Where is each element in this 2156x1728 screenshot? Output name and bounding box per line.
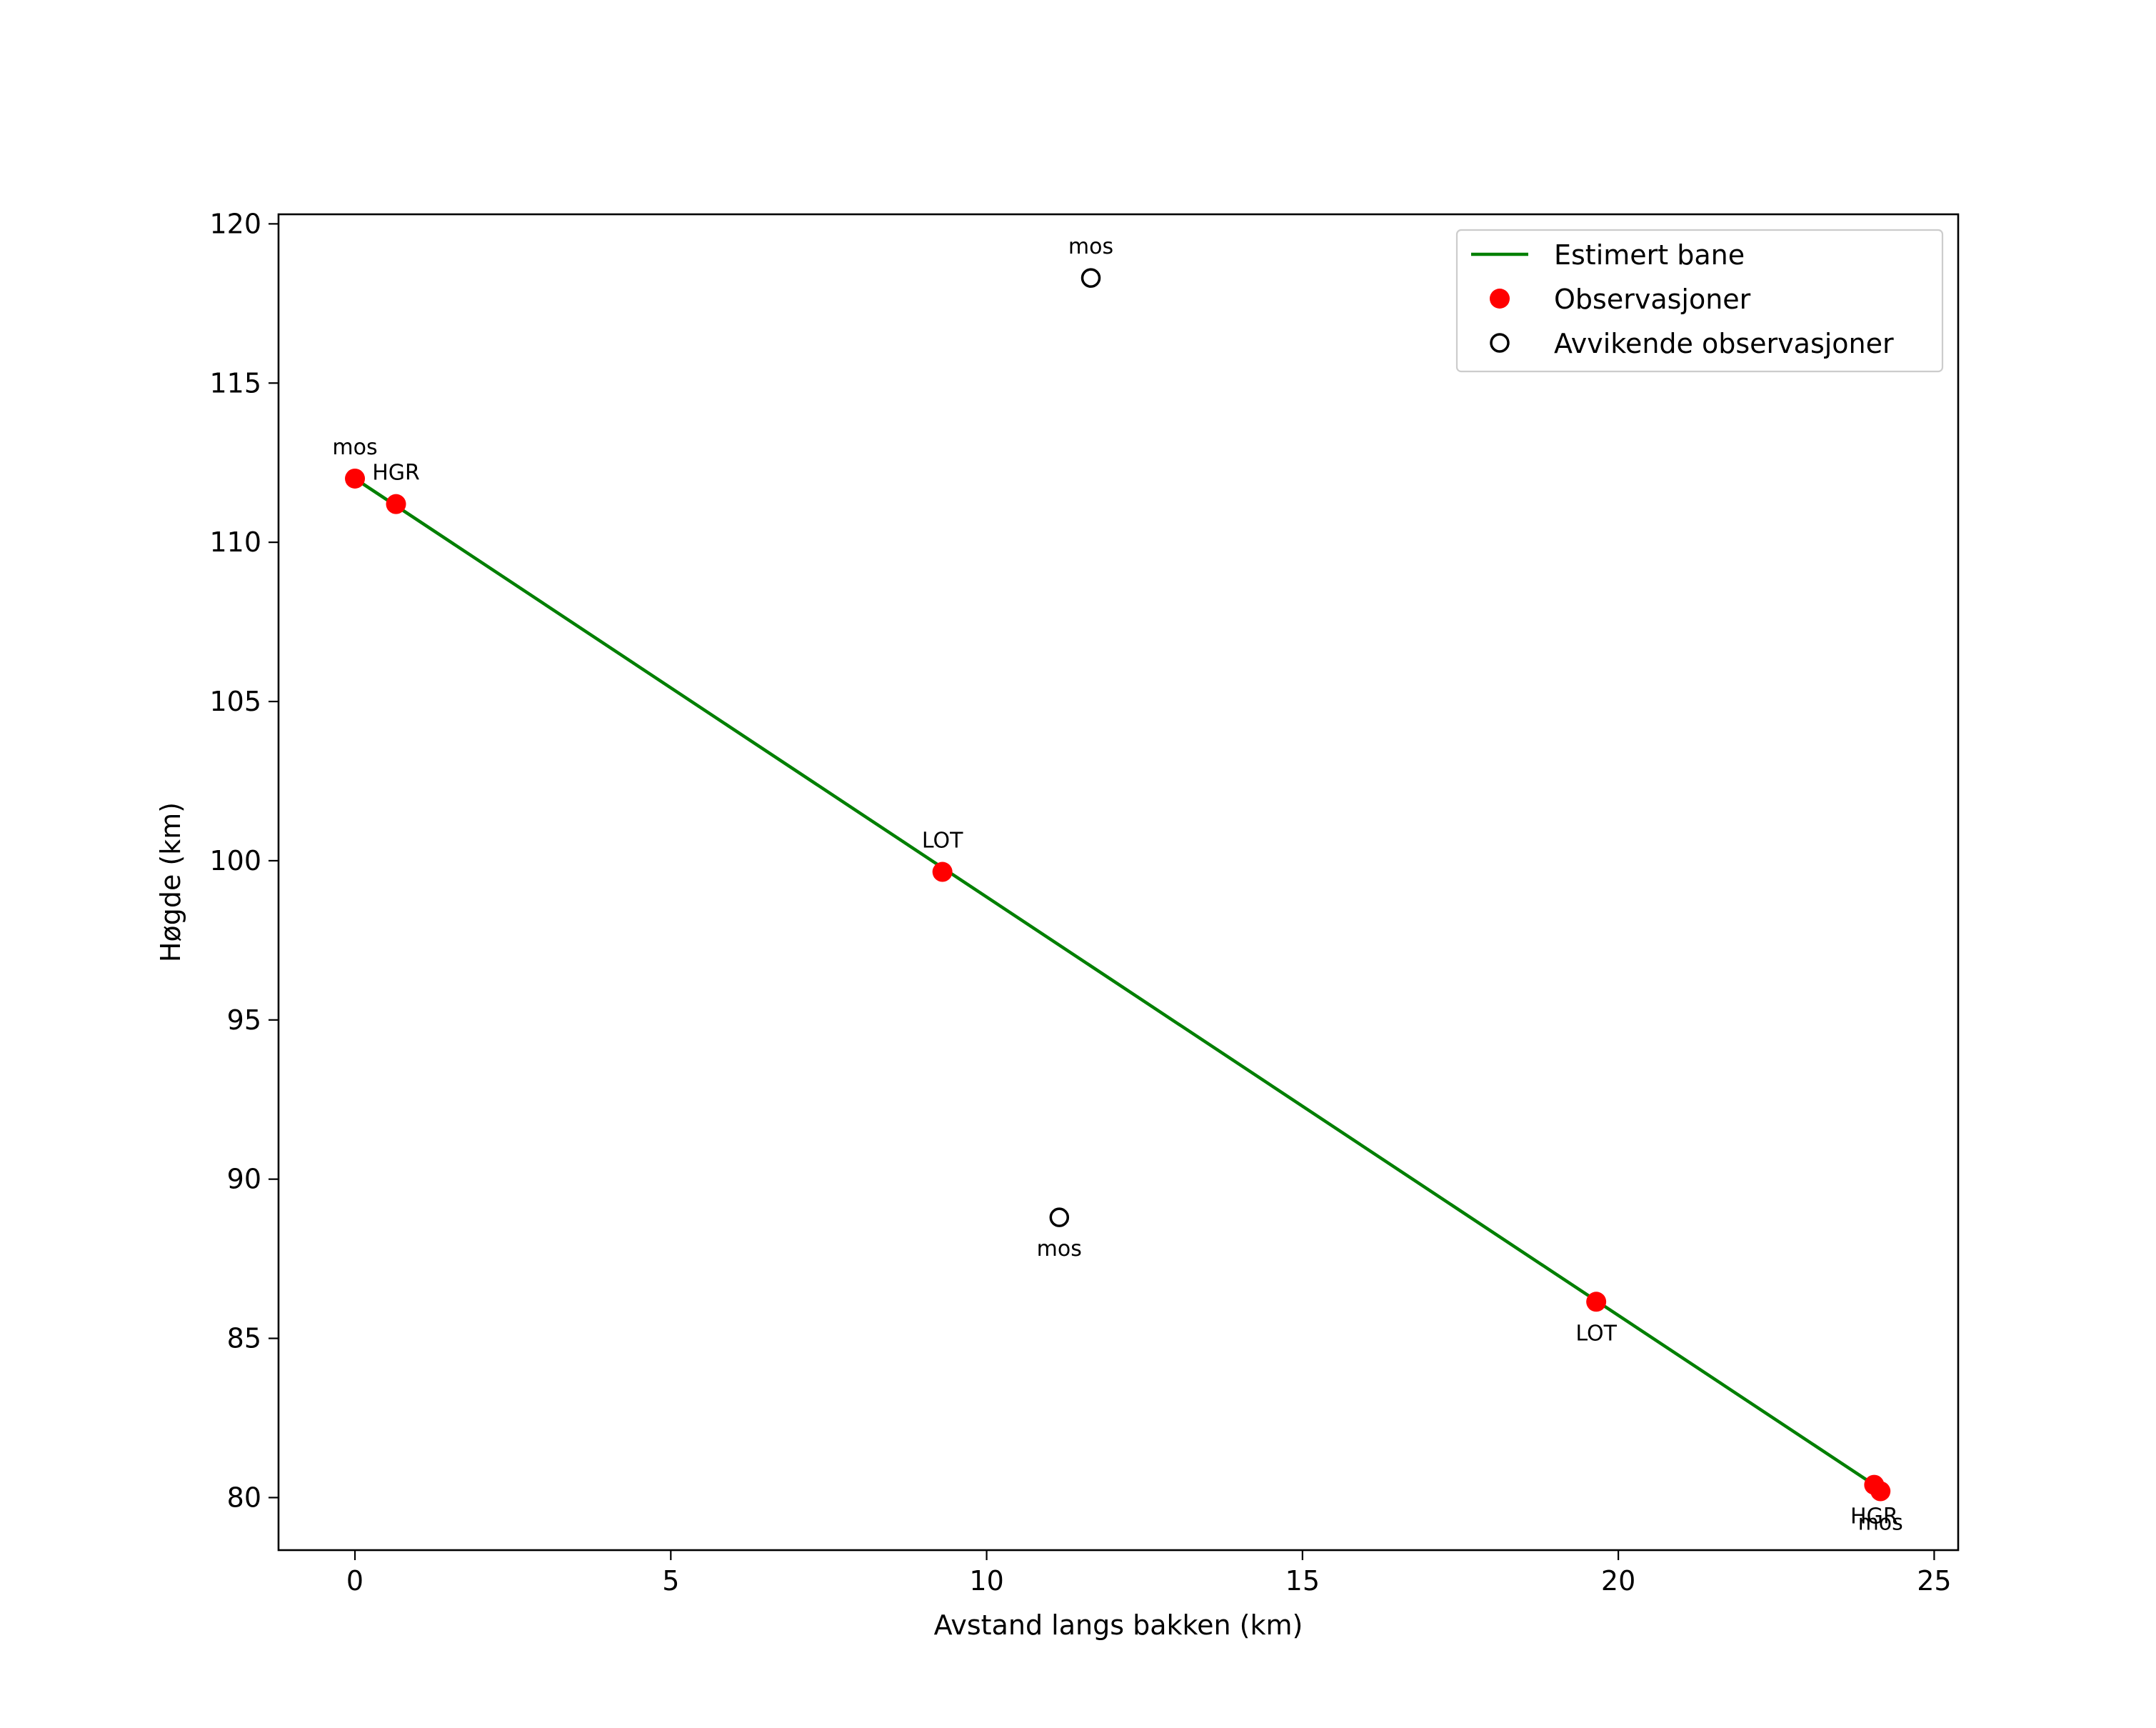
point-label: mos [1858, 1511, 1903, 1536]
legend-box [1455, 229, 1944, 373]
x-tick-label: 10 [969, 1565, 1003, 1597]
x-tick-label: 15 [1285, 1565, 1320, 1597]
point-label: mos [1037, 1237, 1082, 1262]
observation-point [1586, 1292, 1607, 1312]
point-label: LOT [1575, 1321, 1617, 1346]
y-axis-label: Høgde (km) [155, 802, 186, 962]
outlier-point [1049, 1207, 1070, 1227]
outlier-point [1080, 268, 1101, 288]
legend-observation-marker [1490, 289, 1510, 309]
y-tick-label: 85 [227, 1323, 261, 1354]
observation-point [932, 861, 953, 882]
point-label: HGR [1850, 1504, 1898, 1529]
x-axis-label: Avstand langs bakken (km) [934, 1609, 1303, 1641]
x-tick-label: 20 [1601, 1565, 1635, 1597]
legend-outlier-marker [1490, 333, 1510, 353]
legend-label-observations: Observasjoner [1554, 284, 1751, 315]
y-tick-label: 120 [209, 208, 261, 239]
observation-point [1870, 1481, 1891, 1502]
estimated-path-line [354, 477, 1875, 1487]
y-axis-ticks: 80 85 90 95 100 105 110 115 120 [209, 208, 279, 1513]
observation-point [345, 468, 366, 489]
y-tick-label: 80 [227, 1482, 261, 1513]
y-tick-label: 115 [209, 367, 261, 399]
x-axis-ticks: 0 5 10 15 20 25 [346, 1550, 1952, 1597]
observation-point [386, 494, 406, 514]
x-tick-label: 25 [1917, 1565, 1951, 1597]
plot-frame [277, 213, 1960, 1552]
y-tick-label: 105 [209, 686, 261, 717]
point-label: mos [332, 435, 377, 460]
point-label: HGR [372, 461, 420, 486]
point-label: mos [1068, 234, 1113, 259]
legend-label-estimated-path: Estimert bane [1554, 239, 1745, 271]
x-tick-label: 0 [346, 1565, 363, 1597]
legend-label-outliers: Avvikende observasjoner [1554, 328, 1894, 359]
y-tick-label: 90 [227, 1164, 261, 1195]
x-tick-label: 5 [662, 1565, 679, 1597]
y-tick-label: 110 [209, 526, 261, 558]
point-label: LOT [922, 829, 963, 854]
y-tick-label: 95 [227, 1004, 261, 1036]
legend: Estimert bane Observasjoner Avvikende ob… [1455, 229, 1944, 373]
y-tick-label: 100 [209, 845, 261, 877]
